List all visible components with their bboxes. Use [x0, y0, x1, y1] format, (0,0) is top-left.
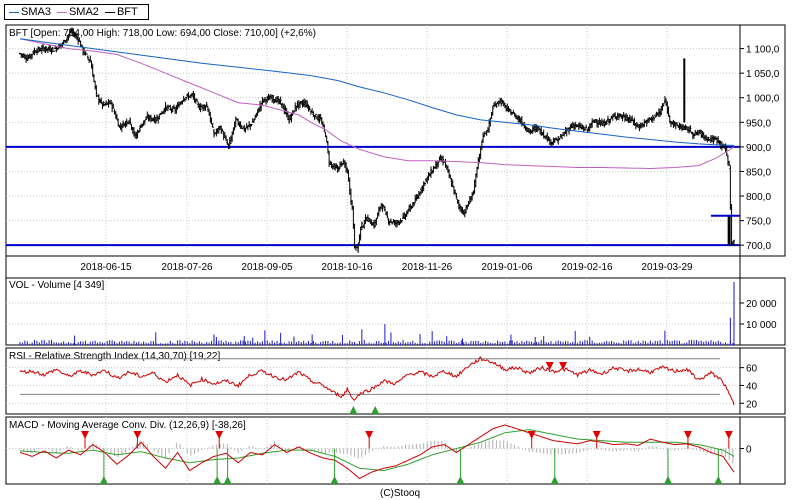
- macd-buy-signal: [99, 476, 108, 484]
- volume-panel-title: VOL - Volume [4 349]: [9, 280, 104, 291]
- macd-histogram: [19, 439, 734, 464]
- y-tick-label: 750,0: [746, 217, 771, 228]
- macd-buy-signal: [213, 476, 222, 484]
- sma3-line: [19, 38, 735, 146]
- rsi-buy-signal: [371, 406, 380, 414]
- legend-label-sma3: SMA3: [21, 6, 51, 18]
- legend-label-bft: BFT: [116, 6, 138, 18]
- macd-buy-signal: [664, 476, 673, 484]
- x-tick-label: 2019-02-16: [561, 262, 613, 273]
- y-tick-label: 1 100,0: [746, 45, 780, 56]
- macd-sell-signal: [215, 431, 224, 439]
- x-tick-label: 2018-11-26: [402, 262, 453, 273]
- y-tick-label: 800,0: [746, 192, 771, 203]
- x-tick-label: 2018-06-15: [80, 262, 132, 273]
- macd-sell-signal: [683, 431, 692, 439]
- x-tick-label: 2019-01-06: [481, 262, 533, 273]
- macd-sell-signal: [527, 431, 536, 439]
- x-tick-label: 2018-10-16: [321, 262, 373, 273]
- price-bars: [19, 27, 735, 253]
- x-tick-label: 2019-03-29: [641, 262, 693, 273]
- macd-sell-signal: [133, 431, 142, 439]
- price-axis-frame: [739, 24, 786, 257]
- rsi-panel-title: RSI - Relative Strength Index (14,30,70)…: [9, 351, 220, 362]
- y-tick-label: 1 000,0: [746, 94, 780, 105]
- macd-sell-signal: [81, 431, 90, 439]
- macd-tick-label: 0: [746, 445, 752, 456]
- vol-panel-frame: [5, 277, 741, 346]
- macd-panel-title: MACD - Moving Average Conv. Div. (12,26,…: [9, 420, 246, 431]
- y-tick-label: 1 050,0: [746, 69, 780, 80]
- volume-bars: [19, 282, 735, 345]
- rsi-axis-frame: [739, 347, 786, 415]
- rsi-tick-label: 60: [746, 364, 758, 375]
- macd-sell-signal: [592, 431, 601, 439]
- sma2-line: [19, 38, 735, 170]
- macd-line: [19, 424, 735, 480]
- rsi-tick-label: 20: [746, 399, 758, 410]
- rsi-tick-label: 40: [746, 381, 758, 392]
- macd-buy-signal: [330, 476, 339, 484]
- rsi-line: [19, 356, 735, 406]
- vol-axis-frame: [739, 277, 786, 346]
- y-tick-label: 850,0: [746, 167, 771, 178]
- macd-sell-signal: [365, 431, 374, 439]
- price-panel-title: BFT [Open: 704,00 High: 718,00 Low: 694,…: [9, 28, 316, 39]
- y-tick-label: 950,0: [746, 118, 771, 129]
- rsi-sell-signal: [545, 362, 554, 370]
- copyright-text: (C)Stooq: [379, 488, 420, 499]
- macd-buy-signal: [714, 476, 723, 484]
- x-tick-label: 2018-07-26: [161, 262, 213, 273]
- rsi-sell-signal: [559, 362, 568, 370]
- legend-label-sma2: SMA2: [68, 6, 99, 18]
- legend-item-bft: BFT: [104, 6, 138, 18]
- rsi-buy-signal: [349, 406, 358, 414]
- y-tick-label: 700,0: [746, 241, 771, 252]
- macd-sell-signal: [724, 431, 733, 439]
- y-tick-label: 900,0: [746, 143, 771, 154]
- macd-buy-signal: [550, 476, 559, 484]
- volume-tick-label: 10 000: [746, 320, 777, 331]
- price-panel-frame: [5, 24, 741, 257]
- macd-buy-signal: [456, 476, 465, 484]
- legend: SMA3 SMA2 BFT: [4, 4, 149, 20]
- macd-buy-signal: [223, 476, 232, 484]
- volume-tick-label: 20 000: [746, 299, 777, 310]
- date-axis-frame: [5, 255, 741, 279]
- legend-item-sma2: SMA2: [56, 6, 99, 18]
- macd-axis-frame: [739, 416, 786, 485]
- legend-item-sma3: SMA3: [9, 6, 51, 18]
- x-tick-label: 2018-09-05: [241, 262, 293, 273]
